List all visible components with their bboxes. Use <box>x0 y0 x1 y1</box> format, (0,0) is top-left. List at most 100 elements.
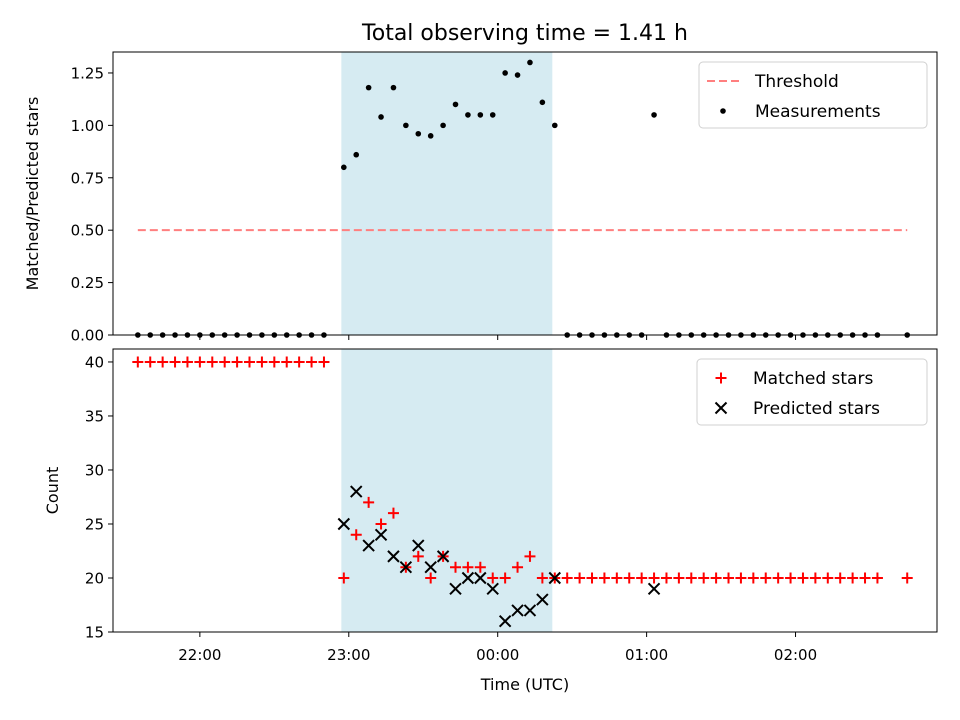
measurement-point <box>365 84 372 91</box>
legend-label: Measurements <box>755 102 881 122</box>
matched-star-point <box>561 572 573 584</box>
matched-star-point <box>157 356 169 368</box>
top-x-axis <box>199 335 797 340</box>
bottom-axes-frame <box>112 348 938 633</box>
predicted-star-point <box>536 593 549 606</box>
y-tick-label: 0.00 <box>71 327 104 345</box>
predicted-star-point <box>498 614 512 628</box>
matched-star-point <box>338 572 350 584</box>
measurement-point <box>440 122 446 129</box>
matched-star-point <box>194 356 206 368</box>
predicted-star-point <box>374 528 388 541</box>
measurement-point <box>403 122 409 129</box>
matched-star-point <box>598 572 610 584</box>
matched-star-point <box>648 572 660 584</box>
matched-star-point <box>834 572 846 584</box>
predicted-star-point <box>387 550 400 563</box>
matched-star-point <box>231 356 243 368</box>
matched-star-point <box>524 550 536 562</box>
measurement-point <box>465 112 471 118</box>
legend-measurement-handle <box>720 108 726 114</box>
y-tick-label: 35 <box>85 407 104 425</box>
measurement-point <box>452 101 459 108</box>
matched-star-point <box>350 529 362 541</box>
matched-star-point <box>660 572 672 584</box>
matched-star-point <box>611 572 623 584</box>
matched-star-point <box>859 572 871 584</box>
bottom-legend: Matched stars Predicted stars <box>696 358 928 426</box>
matched-star-point <box>387 507 399 519</box>
matched-star-point <box>698 572 710 584</box>
measurement-point <box>353 151 360 158</box>
top-axes-frame <box>112 51 938 336</box>
matched-star-point <box>574 572 586 584</box>
measurement-point <box>390 84 397 91</box>
y-tick-label: 0.25 <box>71 274 104 292</box>
matched-star-point <box>785 572 797 584</box>
matched-star-point <box>281 356 293 368</box>
matched-star-point <box>772 572 784 584</box>
top-y-axis-label: Matched/Predicted stars <box>23 97 42 291</box>
bottom-y-axis-label: Count <box>43 467 62 515</box>
matched-star-point <box>797 572 809 584</box>
measurement-point <box>539 99 546 106</box>
x-tick-label: 00:00 <box>476 646 519 664</box>
y-tick-label: 1.00 <box>71 117 104 135</box>
predicted-star-point <box>399 560 413 574</box>
predicted-star-point <box>474 571 487 585</box>
matched-star-point <box>132 356 144 368</box>
y-tick-label: 20 <box>85 569 104 587</box>
measurement-point <box>502 70 508 76</box>
matched-star-point <box>474 561 486 573</box>
predicted-star-point <box>337 517 351 531</box>
legend-label: Threshold <box>754 72 839 92</box>
matched-star-point <box>144 356 156 368</box>
x-tick-label: 02:00 <box>774 646 817 664</box>
matched-star-point <box>735 572 747 584</box>
matched-star-point <box>586 572 598 584</box>
predicted-star-point <box>548 571 561 585</box>
bottom-y-axis: 15 20 25 30 35 40 <box>85 353 113 642</box>
measurement-point <box>415 130 422 137</box>
matched-star-point <box>462 561 474 573</box>
matched-star-point <box>871 572 883 584</box>
predicted-star-point <box>412 539 425 552</box>
matched-star-point <box>318 356 330 368</box>
measurement-point <box>514 72 521 78</box>
legend-predicted-handle <box>714 401 728 415</box>
matched-star-point <box>293 356 305 368</box>
measurement-point <box>489 112 496 118</box>
predicted-star-point <box>350 485 363 498</box>
matched-star-point <box>487 572 499 584</box>
top-legend: Threshold Measurements <box>698 61 928 129</box>
predicted-star-point <box>461 571 475 585</box>
legend-box <box>696 358 928 426</box>
x-tick-label: 22:00 <box>178 646 221 664</box>
matched-star-point <box>499 572 511 584</box>
matched-star-point <box>206 356 218 368</box>
matched-star-point <box>847 572 859 584</box>
matched-star-point <box>219 356 231 368</box>
observing-span-shade <box>341 52 553 335</box>
measurement-point <box>527 59 533 66</box>
matched-star-point <box>723 572 735 584</box>
matched-star-point <box>375 518 387 530</box>
measurement-point <box>477 112 484 118</box>
measurement-point <box>551 122 558 129</box>
y-tick-label: 40 <box>85 353 104 371</box>
predicted-star-point <box>647 582 661 596</box>
predicted-star-point <box>523 604 537 617</box>
matched-star-point <box>363 496 375 508</box>
y-tick-label: 30 <box>85 461 104 479</box>
legend-label: Matched stars <box>753 369 873 389</box>
bottom-panel: 15 20 25 30 35 40 22:00 23:00 00:00 01:00 02:00 C… <box>43 348 938 694</box>
matched-star-point <box>809 572 821 584</box>
measurement-point <box>341 164 347 171</box>
matched-star-point <box>425 572 437 584</box>
legend-box <box>698 61 928 129</box>
y-tick-label: 1.25 <box>71 64 104 82</box>
matched-star-point <box>536 572 548 584</box>
matched-star-point <box>412 550 424 562</box>
measurement-point <box>378 114 384 120</box>
